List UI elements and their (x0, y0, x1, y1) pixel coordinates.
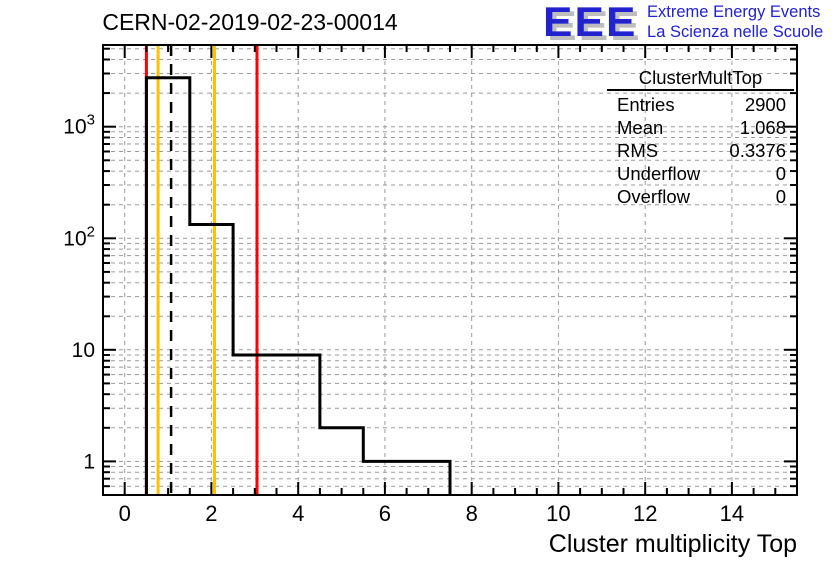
histogram-step-line (144, 76, 452, 495)
stats-value: 0.3376 (729, 140, 786, 161)
stats-value: 1.068 (739, 117, 786, 138)
axis-ticks (103, 45, 797, 495)
svg-text:8: 8 (466, 501, 478, 526)
stats-row-mean: Mean 1.068 (607, 116, 794, 139)
stats-row-rms: RMS 0.3376 (607, 139, 794, 162)
stats-label: Entries (617, 94, 675, 115)
stats-label: Underflow (617, 163, 701, 184)
svg-text:10: 10 (72, 339, 95, 362)
stats-row-overflow: Overflow 0 (607, 185, 794, 208)
grid-lines (103, 45, 797, 495)
svg-text:10: 10 (546, 501, 570, 526)
eee-logo: EEE Extreme Energy Events La Scienza nel… (543, 0, 823, 45)
stats-value: 2900 (744, 94, 786, 115)
svg-text:103: 103 (63, 112, 95, 139)
svg-text:14: 14 (720, 501, 744, 526)
plot-title: CERN-02-2019-02-23-00014 (102, 9, 398, 35)
svg-text:6: 6 (379, 501, 391, 526)
eee-tagline-1: Extreme Energy Events (647, 3, 821, 21)
eee-logo-taglines: Extreme Energy Events La Scienza nelle S… (647, 3, 823, 42)
stats-box-title: ClusterMultTop (607, 66, 794, 91)
eee-tagline-2: La Scienza nelle Scuole (647, 22, 824, 41)
stats-row-underflow: Underflow 0 (607, 162, 794, 185)
eee-logo-letters: EEE (543, 0, 638, 45)
stats-label: RMS (617, 140, 659, 161)
stats-label: Mean (617, 117, 664, 138)
stats-value: 0 (775, 163, 786, 184)
x-axis-labels: 0 2 4 6 8 10 12 14 (119, 501, 745, 526)
stats-row-entries: Entries 2900 (607, 93, 794, 116)
svg-text:0: 0 (119, 501, 131, 526)
x-axis-title: Cluster multiplicity Top (549, 530, 797, 558)
svg-text:1: 1 (83, 450, 95, 473)
stats-box: ClusterMultTop Entries 2900 Mean 1.068 R… (607, 66, 794, 208)
stats-value: 0 (775, 186, 786, 207)
svg-text:2: 2 (205, 501, 217, 526)
svg-text:4: 4 (292, 501, 304, 526)
svg-text:102: 102 (63, 223, 95, 250)
svg-text:12: 12 (633, 501, 657, 526)
stats-label: Overflow (617, 186, 690, 207)
y-axis-labels: 1 10 102 103 (63, 112, 95, 474)
